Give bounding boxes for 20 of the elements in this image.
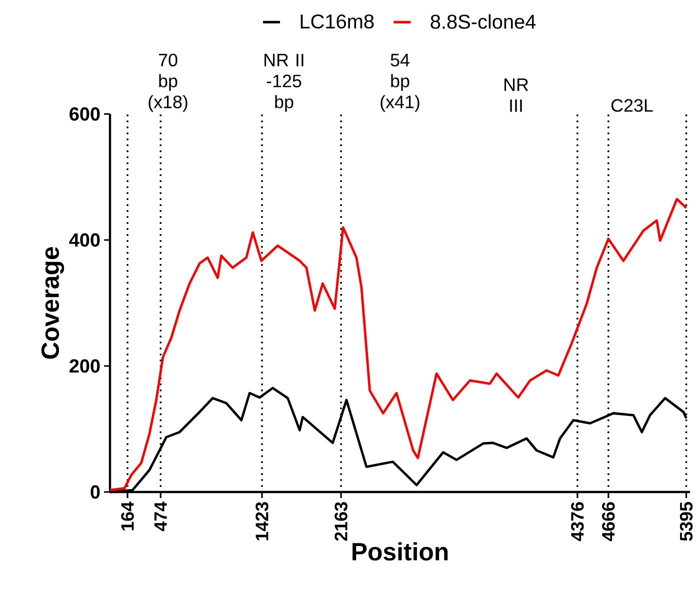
y-tick-label: 400 — [69, 233, 100, 247]
x-tick-label: 5395 — [680, 502, 693, 541]
x-tick-label: 2163 — [334, 502, 348, 541]
legend-label: 8.8S-clone4 — [430, 14, 536, 29]
text: 54 bp (x41) — [380, 54, 420, 112]
text: NR II -125 bp — [264, 54, 304, 112]
text: 70 bp (x18) — [148, 54, 188, 112]
y-tick-label: 600 — [70, 107, 100, 121]
text: C23L — [611, 99, 653, 112]
x-tick-label: 1423 — [256, 502, 268, 540]
y-tick-label: 0 — [90, 485, 100, 499]
y-axis-title: Coverage — [41, 247, 64, 359]
x-tick-label: 4376 — [571, 502, 584, 542]
legend-label: LC16m8 — [300, 14, 374, 29]
text: NR III — [504, 78, 528, 112]
x-tick-label: 164 — [121, 502, 134, 530]
y-tick-label: 200 — [70, 359, 100, 373]
x-tick-label: 474 — [154, 502, 167, 532]
x-tick-label: 4666 — [602, 502, 615, 542]
x-axis-title: Position — [352, 542, 448, 561]
